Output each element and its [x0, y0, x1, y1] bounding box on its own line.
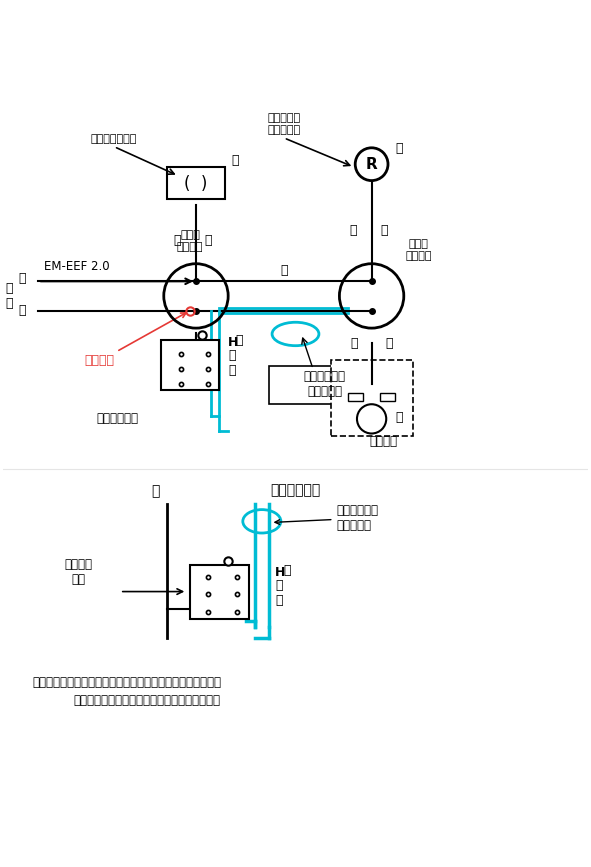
Text: 電線の色別は
問わない。: 電線の色別は 問わない。 — [304, 369, 346, 398]
Text: 白: 白 — [174, 234, 181, 247]
Text: 接地側端子に白: 接地側端子に白 — [91, 134, 137, 144]
Text: (  ): ( ) — [184, 174, 207, 192]
Text: ロ: ロ — [228, 349, 236, 362]
Text: H: H — [275, 566, 285, 579]
Text: 電
源: 電 源 — [5, 282, 12, 310]
Text: ロ: ロ — [275, 579, 282, 592]
Text: 黒: 黒 — [204, 234, 212, 247]
Text: ハ: ハ — [275, 594, 282, 607]
Text: 黒: 黒 — [381, 224, 388, 237]
Text: ロ: ロ — [395, 142, 402, 155]
Text: 電線の色別は
問わない。: 電線の色別は 問わない。 — [275, 505, 378, 532]
Text: EM-EEF 2.0: EM-EEF 2.0 — [44, 259, 109, 272]
Text: イ: イ — [284, 564, 291, 577]
Bar — [381, 393, 395, 401]
Bar — [161, 340, 219, 389]
Text: 黒: 黒 — [385, 336, 393, 349]
Text: 白: 白 — [349, 224, 357, 237]
Bar — [330, 361, 413, 436]
Text: 黒: 黒 — [151, 484, 159, 498]
Text: 小で圧着: 小で圧着 — [85, 313, 186, 368]
Text: ハ: ハ — [228, 364, 236, 377]
Text: 白: 白 — [19, 272, 26, 285]
Text: 白: 白 — [280, 264, 288, 277]
Text: ハ: ハ — [395, 411, 402, 424]
Text: わたり線は黒: わたり線は黒 — [96, 413, 138, 426]
Text: R: R — [366, 157, 378, 172]
Text: 施工省略: 施工省略 — [369, 434, 397, 447]
Text: これ以外にも正解となる結線方法があります。: これ以外にも正解となる結線方法があります。 — [73, 694, 220, 707]
FancyBboxPatch shape — [269, 366, 387, 404]
Text: イ: イ — [236, 335, 243, 348]
Text: イ: イ — [231, 154, 239, 167]
Text: （注）上記は一例であり、スイッチの結線方法については、: （注）上記は一例であり、スイッチの結線方法については、 — [32, 676, 221, 689]
Text: 差込形
コネクタ: 差込形 コネクタ — [405, 239, 431, 261]
Text: H: H — [228, 336, 239, 349]
Text: 白: 白 — [350, 336, 358, 349]
Text: 黒: 黒 — [19, 304, 26, 317]
Text: 受金ねじ部
の端子に白: 受金ねじ部 の端子に白 — [267, 114, 300, 135]
Bar — [348, 393, 363, 401]
Text: リング
スリーブ: リング スリーブ — [177, 231, 203, 252]
Text: わたり線
は黒: わたり線 は黒 — [65, 557, 93, 586]
FancyBboxPatch shape — [167, 167, 225, 199]
Text: （正解の例）: （正解の例） — [270, 483, 321, 498]
Bar — [190, 565, 249, 619]
